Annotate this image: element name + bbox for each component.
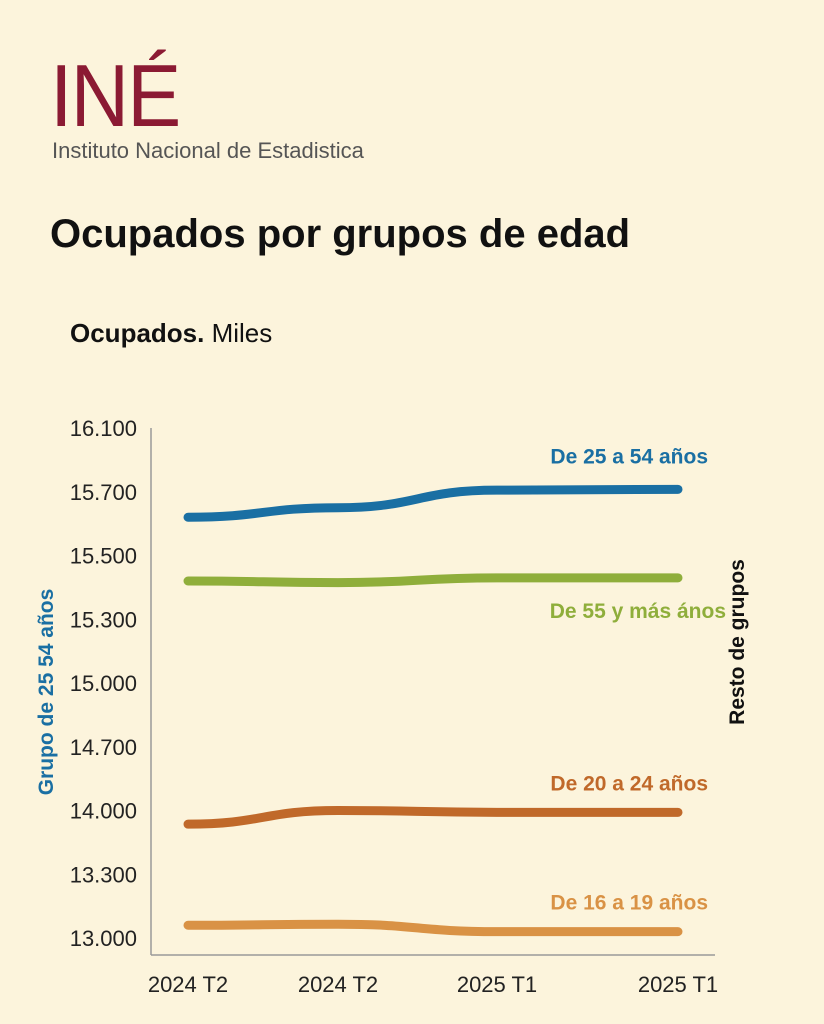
y-axis-title-left: Grupo de 25 54 años	[35, 589, 58, 796]
series-label: De 20 a 24 años	[550, 772, 708, 795]
chart-title: Ocupados. Miles	[70, 318, 272, 349]
chart-title-main: Ocupados.	[70, 318, 205, 348]
series-labels: De 25 a 54 años De 55 y más ános De 20 a 2…	[550, 445, 726, 914]
y-tick-label: 15.300	[70, 607, 137, 632]
y-tick-label: 16.100	[70, 416, 137, 441]
y-tick-label: 14.700	[70, 735, 137, 760]
chart-title-unit: Miles	[211, 318, 273, 348]
y-tick-labels: 16.100 15.700 15.500 15.300 15.000 14.700 14.0…	[70, 416, 137, 951]
y-tick-label: 14.000	[70, 799, 137, 824]
y-tick-label: 13.000	[70, 926, 137, 951]
x-tick-label: 2024 T2	[148, 972, 228, 997]
series-label: De 55 y más ános	[550, 600, 726, 623]
series-line	[183, 573, 683, 588]
series-lines	[183, 484, 683, 937]
y-tick-label: 15.500	[70, 544, 137, 569]
series-line	[183, 484, 683, 522]
series-label: De 16 a 19 años	[550, 892, 708, 915]
y-axis-title-right: Resto de grupos	[726, 559, 749, 725]
page-title: Ocupados por grupos de edad	[50, 212, 631, 256]
x-tick-label: 2025 T1	[457, 972, 537, 997]
series-label: De 25 a 54 años	[550, 445, 708, 468]
x-tick-label: 2024 T2	[298, 972, 378, 997]
org-name: Instituto Nacional de Estadistica	[52, 138, 364, 163]
x-tick-labels: 2024 T2 2024 T2 2025 T1 2025 T1	[148, 972, 718, 997]
ine-logo: INÉ	[50, 46, 181, 145]
series-line	[183, 805, 683, 829]
series-line	[183, 919, 683, 937]
x-tick-label: 2025 T1	[638, 972, 718, 997]
y-tick-label: 13.300	[70, 862, 137, 887]
y-tick-label: 15.700	[70, 480, 137, 505]
y-tick-label: 15.000	[70, 671, 137, 696]
